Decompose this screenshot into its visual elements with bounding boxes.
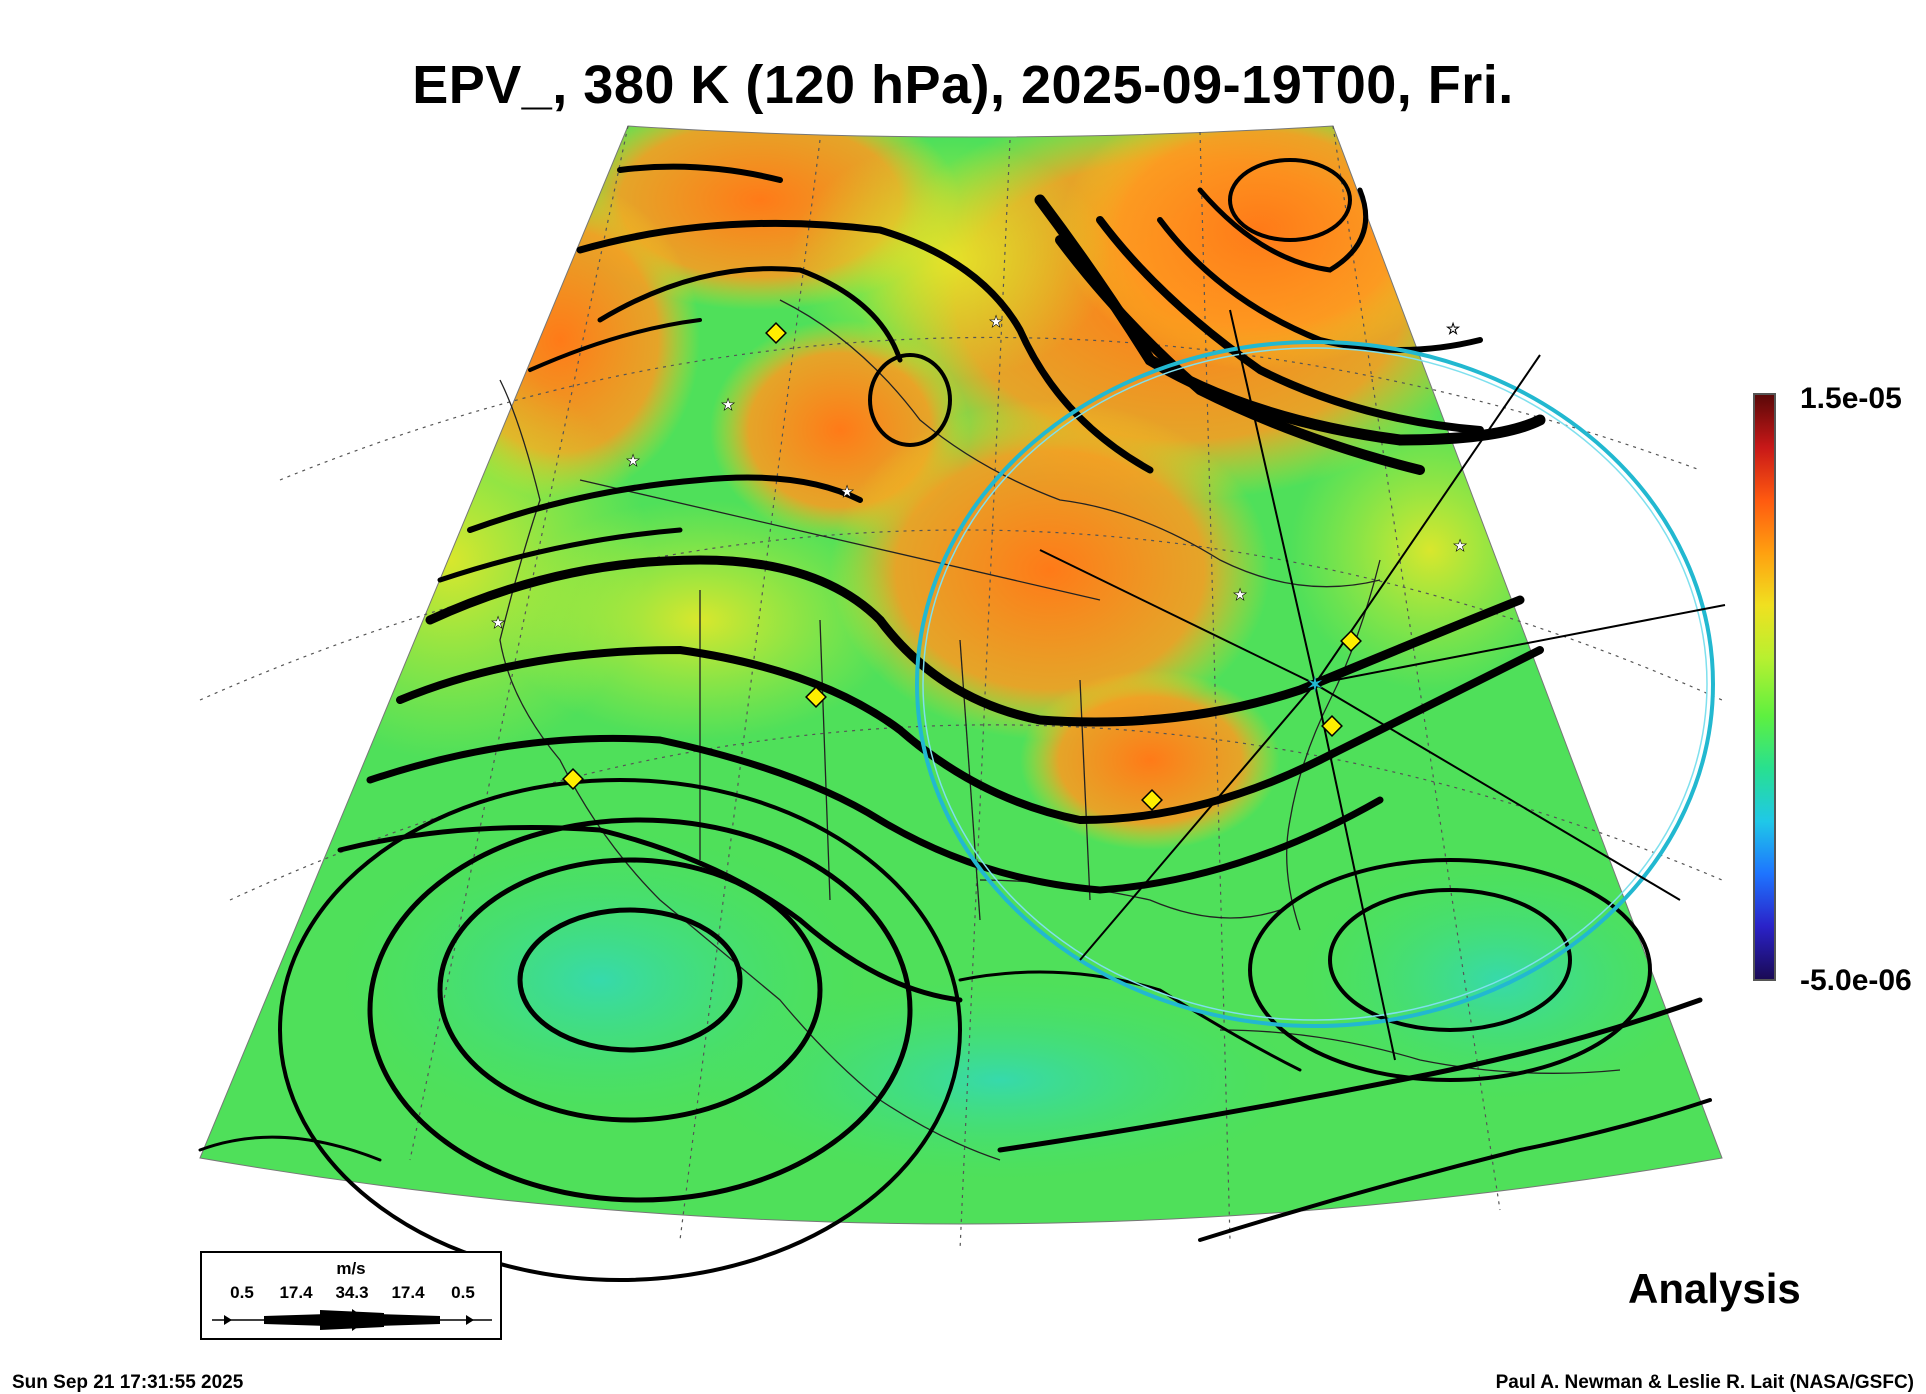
svg-text:★: ★: [989, 312, 1003, 331]
station-markers: ★ ★ ★ ★ ★ ★ ★ ☆: [491, 312, 1467, 811]
wind-legend-value: 17.4: [391, 1283, 425, 1302]
colorbar-min-label: -5.0e-06: [1800, 964, 1912, 997]
svg-text:★: ★: [491, 613, 505, 632]
epv-field: [200, 126, 1722, 1224]
range-ring: ✶: [915, 309, 1726, 1061]
map-title: EPV_, 380 K (120 hPa), 2025-09-19T00, Fr…: [412, 55, 1514, 115]
timestamp: Sun Sep 21 17:31:55 2025: [12, 1372, 244, 1393]
svg-text:✶: ✶: [1306, 673, 1324, 698]
colorbar-max-label: 1.5e-05: [1800, 382, 1902, 415]
colorbar-frame: [1753, 393, 1776, 981]
svg-text:★: ★: [721, 395, 735, 414]
analysis-label: Analysis: [1628, 1265, 1801, 1312]
credit: Paul A. Newman & Leslie R. Lait (NASA/GS…: [1495, 1372, 1914, 1393]
map-boundary: [199, 125, 1723, 1225]
wind-speed-legend: m/s 0.5 17.4 34.3 17.4 0.5: [200, 1251, 502, 1340]
wind-legend-value: 17.4: [279, 1283, 313, 1302]
svg-text:★: ★: [626, 451, 640, 470]
wind-legend-value: 0.5: [230, 1283, 254, 1302]
svg-text:★: ★: [1233, 585, 1247, 604]
wind-legend-arrow: [212, 1309, 492, 1331]
svg-text:☆: ☆: [1446, 319, 1460, 338]
wind-legend-value: 34.3: [335, 1283, 369, 1302]
colorbar: [1755, 395, 1774, 979]
wind-legend-unit: m/s: [336, 1259, 366, 1278]
svg-text:★: ★: [840, 482, 854, 501]
svg-text:★: ★: [1453, 536, 1467, 555]
streamlines: [198, 158, 1712, 1282]
wind-legend-value: 0.5: [451, 1283, 475, 1302]
